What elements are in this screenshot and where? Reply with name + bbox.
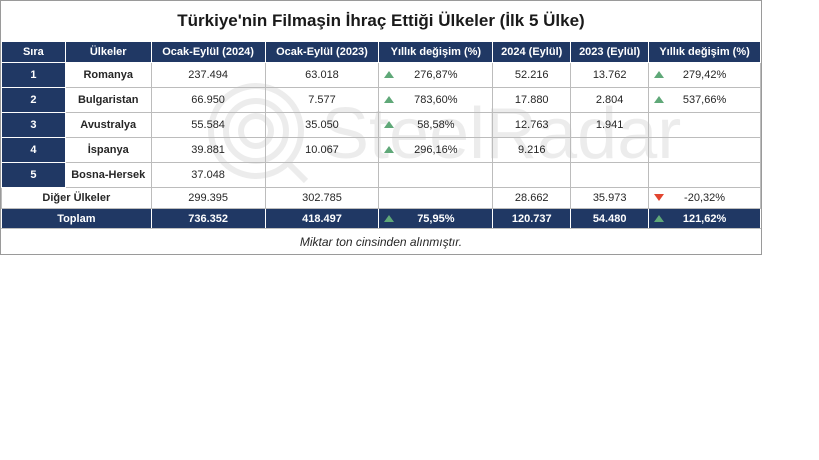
other-countries-label: Diğer Ülkeler: [1, 187, 152, 209]
ytd-2024-cell: 66.950: [150, 87, 266, 113]
rank-cell: 2: [1, 87, 66, 113]
country-cell: Bulgaristan: [64, 87, 152, 113]
trend-up-icon: [384, 96, 395, 103]
table-row: 5 Bosna-Hersek 37.048: [1, 162, 761, 188]
change-value: 121,62%: [682, 213, 727, 225]
table-row: 2 Bulgaristan 66.950 7.577 783,60% 17.88…: [1, 87, 761, 113]
ytd-change-cell: [378, 162, 494, 188]
change-value: 783,60%: [414, 94, 458, 106]
sep-2023-cell: 13.762: [570, 62, 650, 88]
ytd-change-cell: 58,58%: [378, 112, 494, 138]
report-frame: Türkiye'nin Filmaşin İhraç Ettiği Ülkele…: [0, 0, 762, 255]
header-sira: Sıra: [1, 41, 66, 63]
sep-change-cell: -20,32%: [648, 187, 761, 209]
header-ulkeler: Ülkeler: [64, 41, 152, 63]
table-row: 3 Avustralya 55.584 35.050 58,58% 12.763…: [1, 112, 761, 138]
rank-cell: 3: [1, 112, 66, 138]
trend-up-icon: [384, 121, 395, 128]
sep-2024-cell: 28.662: [492, 187, 572, 209]
sep-2024-cell: 52.216: [492, 62, 572, 88]
table-header: Sıra Ülkeler Ocak-Eylül (2024) Ocak-Eylü…: [1, 41, 761, 63]
ytd-2024-cell: 55.584: [150, 112, 266, 138]
ytd-2023-cell: 10.067: [264, 137, 380, 163]
sep-2024-cell: [492, 162, 572, 188]
sep-2023-cell: 1.941: [570, 112, 650, 138]
total-label: Toplam: [1, 208, 152, 230]
rank-cell: 5: [1, 162, 66, 188]
ytd-change-cell: 276,87%: [378, 62, 494, 88]
sep-2024-cell: 9.216: [492, 137, 572, 163]
trend-up-icon: [384, 215, 395, 222]
sep-2023-cell: 35.973: [570, 187, 650, 209]
ytd-2023-cell: 35.050: [264, 112, 380, 138]
ytd-2024-cell: 299.395: [150, 187, 266, 209]
table-row: 4 İspanya 39.881 10.067 296,16% 9.216: [1, 137, 761, 163]
sep-change-cell: 279,42%: [648, 62, 761, 88]
sep-2023-cell: 2.804: [570, 87, 650, 113]
ytd-2024-cell: 237.494: [150, 62, 266, 88]
change-value: 296,16%: [414, 144, 458, 156]
trend-up-icon: [654, 215, 665, 222]
country-cell: Romanya: [64, 62, 152, 88]
ytd-change-cell: 75,95%: [378, 208, 494, 230]
header-ytd-2023: Ocak-Eylül (2023): [264, 41, 380, 63]
header-sep-2024: 2024 (Eylül): [492, 41, 572, 63]
ytd-2023-cell: [264, 162, 380, 188]
header-ytd-2024: Ocak-Eylül (2024): [150, 41, 266, 63]
sep-change-cell: [648, 112, 761, 138]
trend-up-icon: [384, 146, 395, 153]
country-cell: İspanya: [64, 137, 152, 163]
ytd-2023-cell: 7.577: [264, 87, 380, 113]
trend-down-icon: [654, 194, 665, 201]
trend-up-icon: [384, 71, 395, 78]
table-body: 1 Romanya 237.494 63.018 276,87% 52.216 …: [1, 62, 761, 230]
trend-up-icon: [654, 96, 665, 103]
sep-2024-cell: 17.880: [492, 87, 572, 113]
total-row: Toplam 736.352 418.497 75,95% 120.737 54…: [1, 208, 761, 230]
rank-cell: 4: [1, 137, 66, 163]
change-value: 58,58%: [417, 119, 455, 131]
header-sep-change: Yıllık değişim (%): [648, 41, 761, 63]
country-cell: Avustralya: [64, 112, 152, 138]
change-value: -20,32%: [684, 192, 726, 204]
ytd-2023-cell: 63.018: [264, 62, 380, 88]
table-title: Türkiye'nin Filmaşin İhraç Ettiği Ülkele…: [1, 1, 761, 42]
sep-change-cell: 537,66%: [648, 87, 761, 113]
country-cell: Bosna-Hersek: [64, 162, 152, 188]
sep-2024-cell: 12.763: [492, 112, 572, 138]
sep-2023-cell: [570, 162, 650, 188]
trend-up-icon: [654, 71, 665, 78]
sep-2023-cell: [570, 137, 650, 163]
change-value: 75,95%: [417, 213, 455, 225]
ytd-change-cell: 296,16%: [378, 137, 494, 163]
ytd-2023-cell: 418.497: [264, 208, 380, 230]
unit-note: Miktar ton cinsinden alınmıştır.: [1, 228, 761, 254]
ytd-2023-cell: 302.785: [264, 187, 380, 209]
ytd-change-cell: 783,60%: [378, 87, 494, 113]
ytd-2024-cell: 37.048: [150, 162, 266, 188]
change-value: 276,87%: [414, 69, 458, 81]
sep-change-cell: [648, 137, 761, 163]
export-table: Sıra Ülkeler Ocak-Eylül (2024) Ocak-Eylü…: [1, 41, 761, 230]
ytd-2024-cell: 39.881: [150, 137, 266, 163]
rank-cell: 1: [1, 62, 66, 88]
header-sep-2023: 2023 (Eylül): [570, 41, 650, 63]
table-row: 1 Romanya 237.494 63.018 276,87% 52.216 …: [1, 62, 761, 88]
change-value: 537,66%: [682, 94, 727, 106]
header-row: Sıra Ülkeler Ocak-Eylül (2024) Ocak-Eylü…: [1, 41, 761, 63]
header-ytd-change: Yıllık değişim (%): [378, 41, 494, 63]
change-value: 279,42%: [682, 69, 727, 81]
ytd-2024-cell: 736.352: [150, 208, 266, 230]
other-countries-row: Diğer Ülkeler 299.395 302.785 28.662 35.…: [1, 187, 761, 209]
sep-change-cell: 121,62%: [648, 208, 761, 230]
ytd-change-cell: [378, 187, 494, 209]
sep-change-cell: [648, 162, 761, 188]
sep-2023-cell: 54.480: [570, 208, 650, 230]
sep-2024-cell: 120.737: [492, 208, 572, 230]
